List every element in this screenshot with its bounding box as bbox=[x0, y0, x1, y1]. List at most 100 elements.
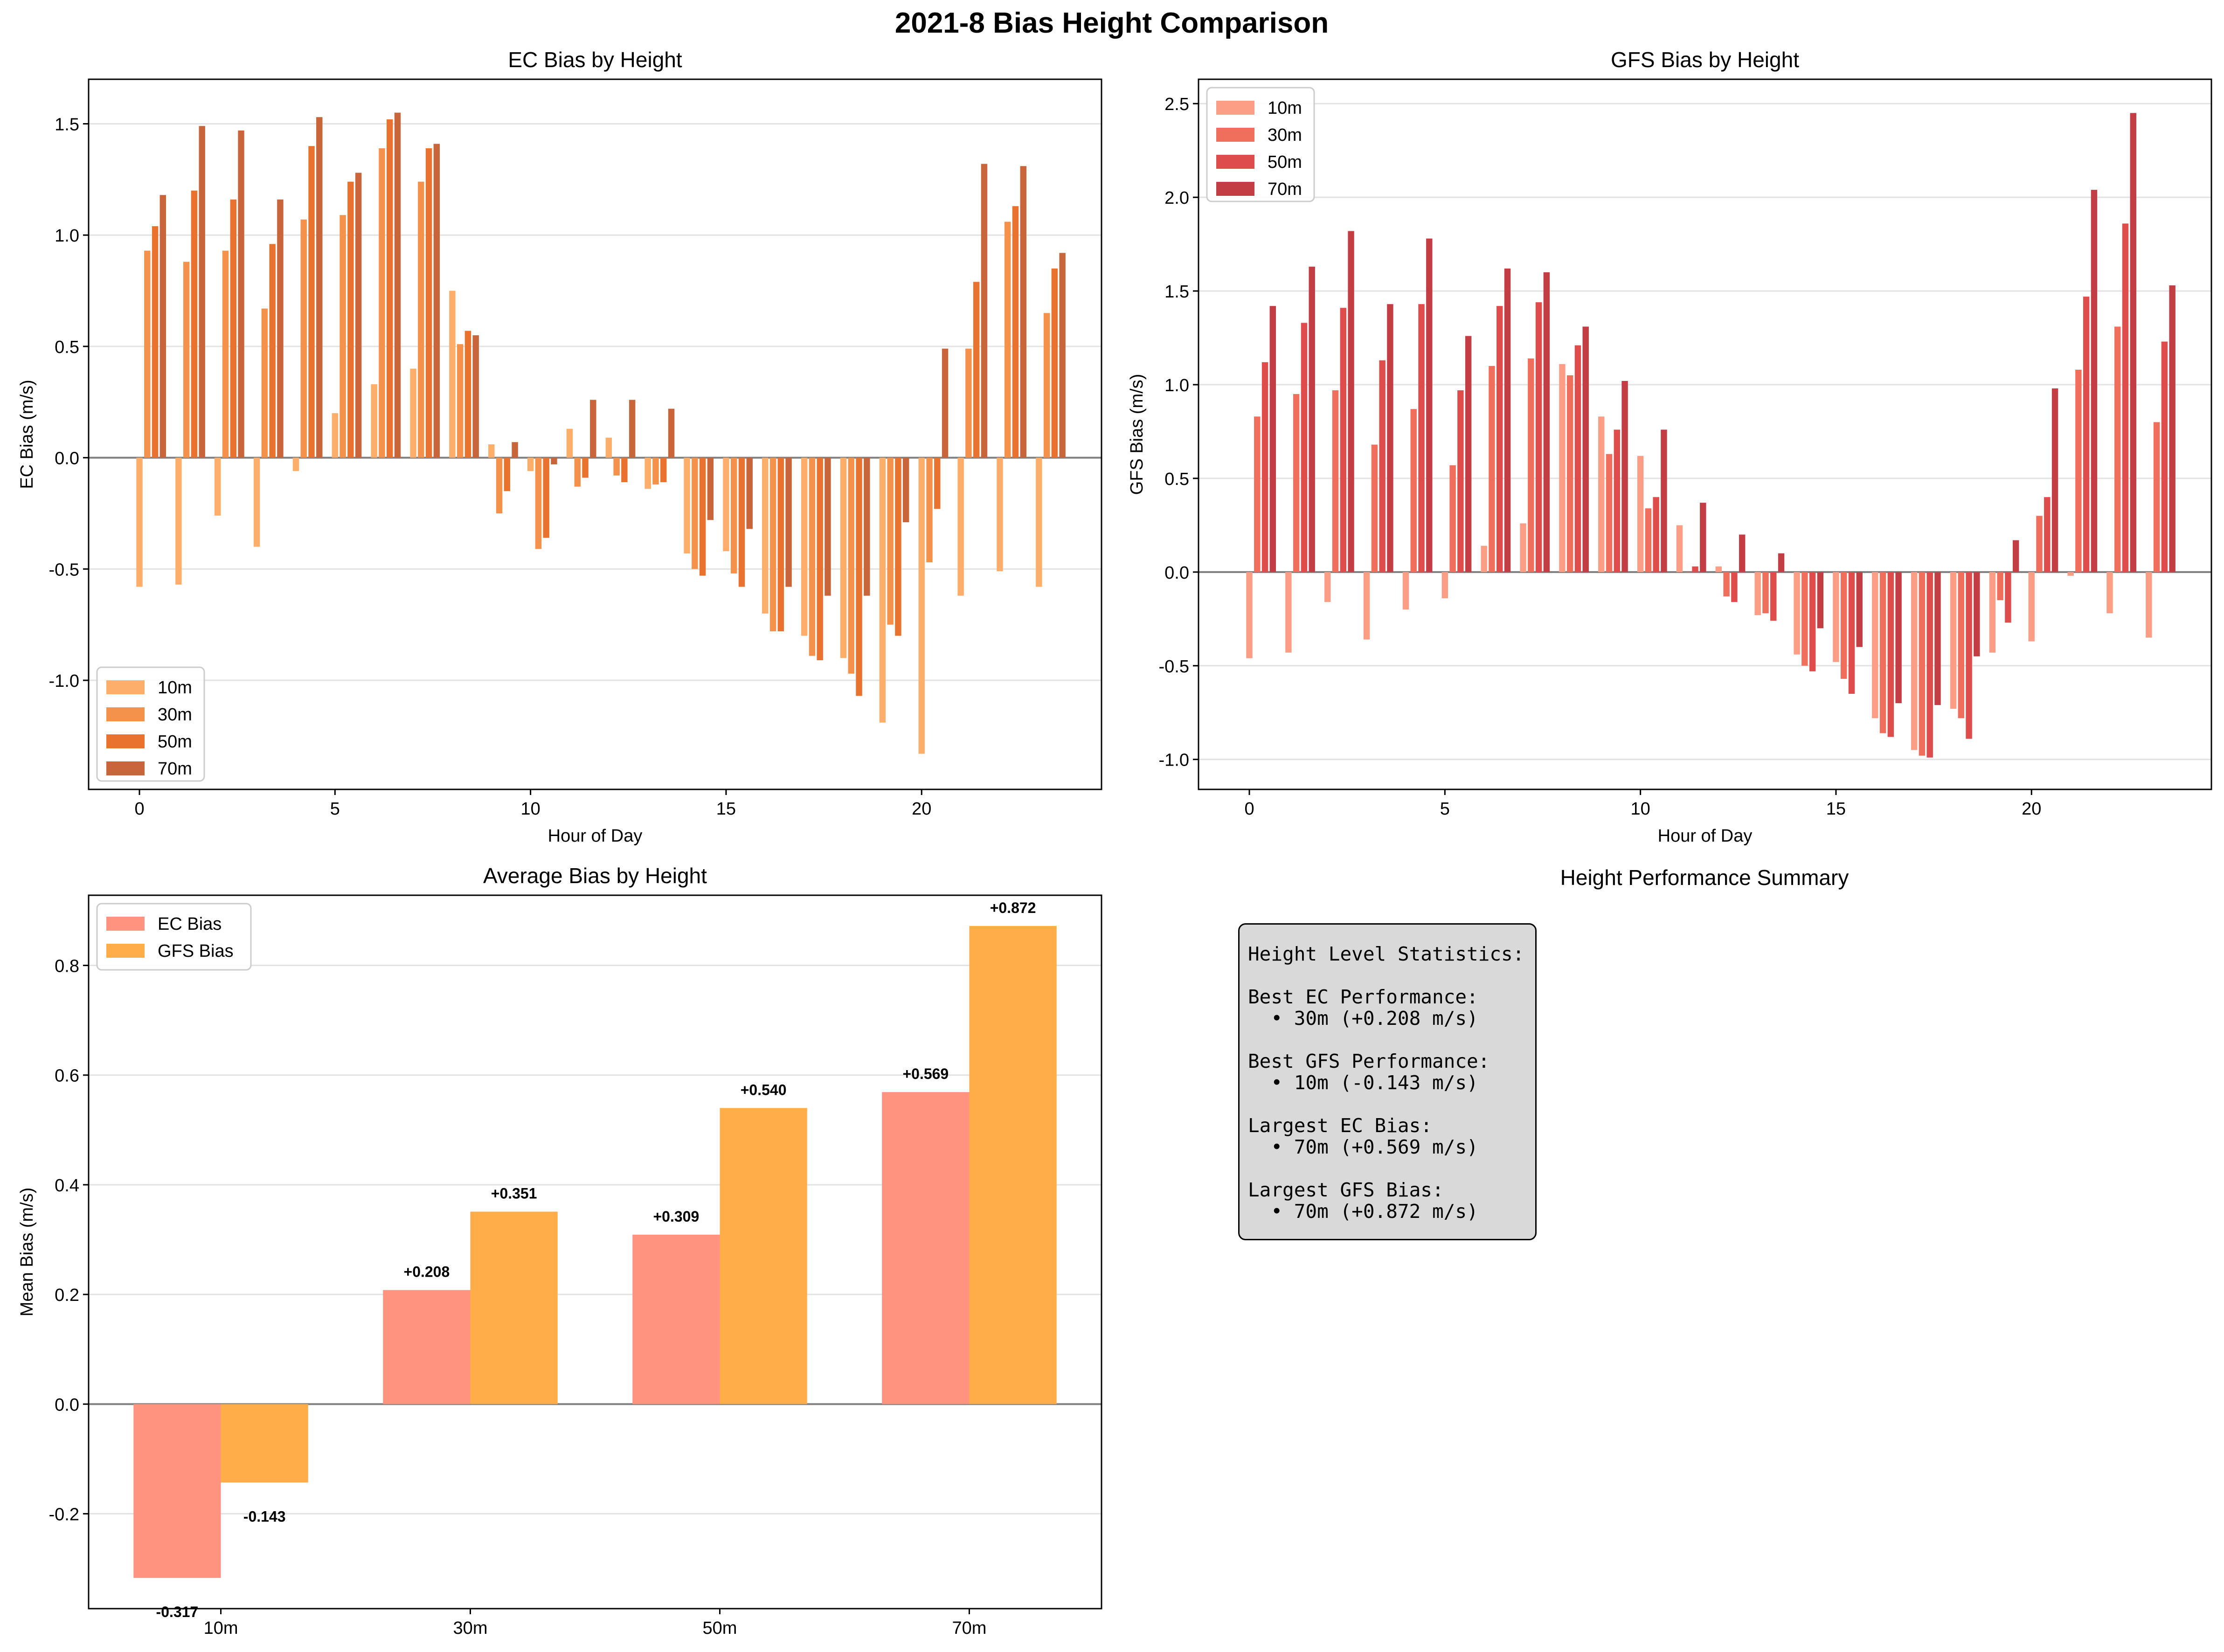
bar-50m bbox=[1926, 572, 1933, 758]
bar-50m bbox=[308, 146, 315, 458]
x-tick-label: 5 bbox=[330, 799, 340, 819]
bar-10m bbox=[527, 457, 534, 471]
bar-30m bbox=[261, 308, 268, 458]
bar-50m bbox=[2161, 341, 2168, 572]
y-tick-label: 2.0 bbox=[1164, 188, 1189, 208]
bar-50m bbox=[543, 457, 549, 538]
legend-swatch bbox=[106, 917, 145, 931]
bar-10m bbox=[371, 384, 377, 458]
chart-title: Average Bias by Height bbox=[483, 864, 707, 888]
y-tick-label: 1.5 bbox=[1164, 282, 1189, 302]
bar-10m bbox=[449, 290, 456, 458]
x-tick-label: 5 bbox=[1440, 799, 1450, 819]
y-tick-label: -0.5 bbox=[1159, 657, 1189, 677]
bar-30m bbox=[1801, 572, 1808, 666]
bar-10m bbox=[1950, 572, 1957, 709]
gfs-bias-chart: -1.0 -0.5 0.0 0.5 1.0 1.5 2.0 2.5 GFS Bias by He… bbox=[1127, 48, 2212, 846]
bar-10m bbox=[605, 437, 612, 458]
bar-10m bbox=[1246, 572, 1253, 658]
y-tick-label: -1.0 bbox=[1159, 751, 1189, 770]
legend-label: 70m bbox=[158, 759, 192, 779]
bar-50m bbox=[777, 457, 784, 632]
y-tick-label: 0.8 bbox=[55, 957, 79, 976]
y-tick-label: 0.2 bbox=[55, 1286, 79, 1305]
bar-70m bbox=[238, 130, 244, 458]
bar-30m bbox=[2075, 369, 2082, 572]
bar-10m bbox=[684, 457, 690, 553]
bar-10m bbox=[215, 457, 221, 516]
bar-70m bbox=[2051, 388, 2058, 572]
bar-30m bbox=[848, 457, 854, 674]
bar-50m bbox=[1653, 497, 1659, 572]
bar-10m bbox=[801, 457, 808, 636]
bar-50m bbox=[1848, 572, 1855, 694]
bar-70m bbox=[1269, 306, 1276, 572]
x-tick-label: 30m bbox=[453, 1618, 488, 1638]
legend-box bbox=[96, 666, 205, 782]
x-tick-label: 0 bbox=[1244, 799, 1254, 819]
bar-70m bbox=[433, 144, 440, 458]
bar-10m bbox=[2028, 572, 2035, 642]
bar-50m bbox=[699, 457, 706, 576]
y-tick-label: 0.6 bbox=[55, 1066, 79, 1086]
legend-label: 50m bbox=[158, 732, 192, 752]
bar-50m bbox=[347, 181, 354, 458]
legend-label: GFS Bias bbox=[158, 941, 234, 961]
x-tick-label: 20 bbox=[2022, 799, 2041, 819]
bar-70m bbox=[1504, 268, 1511, 572]
data-label: +0.569 bbox=[902, 1065, 949, 1082]
bar-30m bbox=[574, 457, 581, 487]
bar-ec-bias bbox=[133, 1404, 221, 1578]
bar-70m bbox=[1817, 572, 1824, 629]
bar-70m bbox=[2130, 113, 2136, 572]
bar-10m bbox=[488, 444, 495, 458]
bar-70m bbox=[2169, 285, 2176, 572]
bar-10m bbox=[723, 457, 729, 552]
bar-30m bbox=[183, 262, 190, 458]
bar-10m bbox=[410, 368, 416, 458]
bar-70m bbox=[668, 408, 675, 458]
bar-50m bbox=[1261, 362, 1268, 572]
x-tick-label: 20 bbox=[912, 799, 931, 819]
bar-50m bbox=[464, 331, 471, 458]
bar-70m bbox=[512, 442, 518, 458]
legend-label: 30m bbox=[158, 705, 192, 725]
summary-box: Height Level Statistics: Best EC Performa… bbox=[1238, 923, 1537, 1240]
bar-30m bbox=[926, 457, 933, 563]
bar-50m bbox=[621, 457, 628, 483]
bar-70m bbox=[1661, 429, 1667, 572]
summary-line: Height Level Statistics: bbox=[1248, 943, 1524, 965]
bar-10m bbox=[1598, 416, 1605, 572]
y-tick-label: 1.0 bbox=[1164, 376, 1189, 395]
bar-70m bbox=[159, 195, 166, 458]
bar-30m bbox=[1043, 313, 1050, 458]
bar-70m bbox=[902, 457, 909, 523]
bar-70m bbox=[1465, 336, 1472, 572]
bar-30m bbox=[887, 457, 894, 625]
bar-70m bbox=[1700, 503, 1706, 572]
bar-70m bbox=[2012, 540, 2019, 572]
bar-30m bbox=[1997, 572, 2003, 601]
bar-10m bbox=[566, 429, 573, 458]
bar-50m bbox=[738, 457, 745, 587]
bar-70m bbox=[1387, 304, 1393, 572]
bar-70m bbox=[1059, 253, 1066, 458]
y-tick-label: 1.5 bbox=[55, 115, 79, 134]
bar-50m bbox=[2083, 297, 2090, 572]
bar-50m bbox=[895, 457, 901, 636]
ec-bias-chart: -1.0 -0.5 0.0 0.5 1.0 1.5 EC Bias by Height EC … bbox=[17, 48, 1102, 846]
bar-30m bbox=[1762, 572, 1769, 614]
bar-70m bbox=[746, 457, 753, 529]
bar-50m bbox=[1887, 572, 1894, 737]
bar-10m bbox=[957, 457, 964, 596]
bar-10m bbox=[879, 457, 886, 723]
bar-10m bbox=[1559, 364, 1566, 572]
bar-30m bbox=[965, 348, 972, 458]
x-tick-label: 0 bbox=[134, 799, 144, 819]
y-tick-label: -0.2 bbox=[49, 1505, 79, 1525]
bar-70m bbox=[1934, 572, 1941, 705]
bar-50m bbox=[1809, 572, 1816, 671]
bar-30m bbox=[1606, 454, 1613, 572]
legend-swatch bbox=[106, 680, 145, 694]
x-tick-label: 10 bbox=[520, 799, 540, 819]
